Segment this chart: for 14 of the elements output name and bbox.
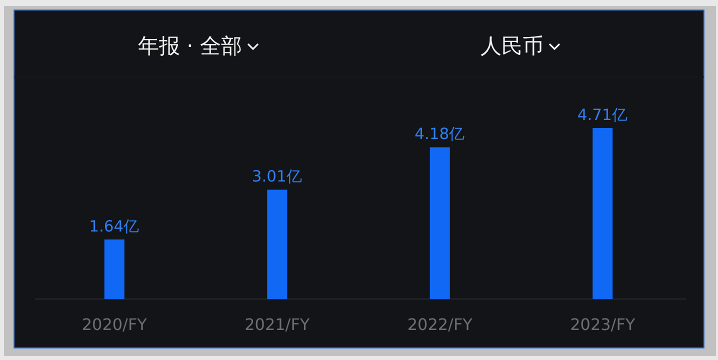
bar	[430, 147, 450, 299]
bar	[267, 190, 288, 299]
bar	[592, 128, 613, 299]
x-tick-label: 2021/FY	[244, 315, 310, 334]
chart-subtitle: 人民币	[480, 34, 544, 58]
x-tick-label: 2022/FY	[407, 315, 473, 334]
chart-title: 年报 · 全部	[138, 34, 242, 58]
data-label: 4.71亿	[577, 106, 628, 124]
data-label: 4.18亿	[414, 125, 466, 144]
x-tick-label: 2023/FY	[570, 315, 636, 334]
data-label: 3.01亿	[252, 168, 302, 186]
bar	[104, 239, 124, 299]
data-label: 1.64亿	[89, 217, 140, 236]
x-tick-label: 2020/FY	[82, 315, 148, 334]
